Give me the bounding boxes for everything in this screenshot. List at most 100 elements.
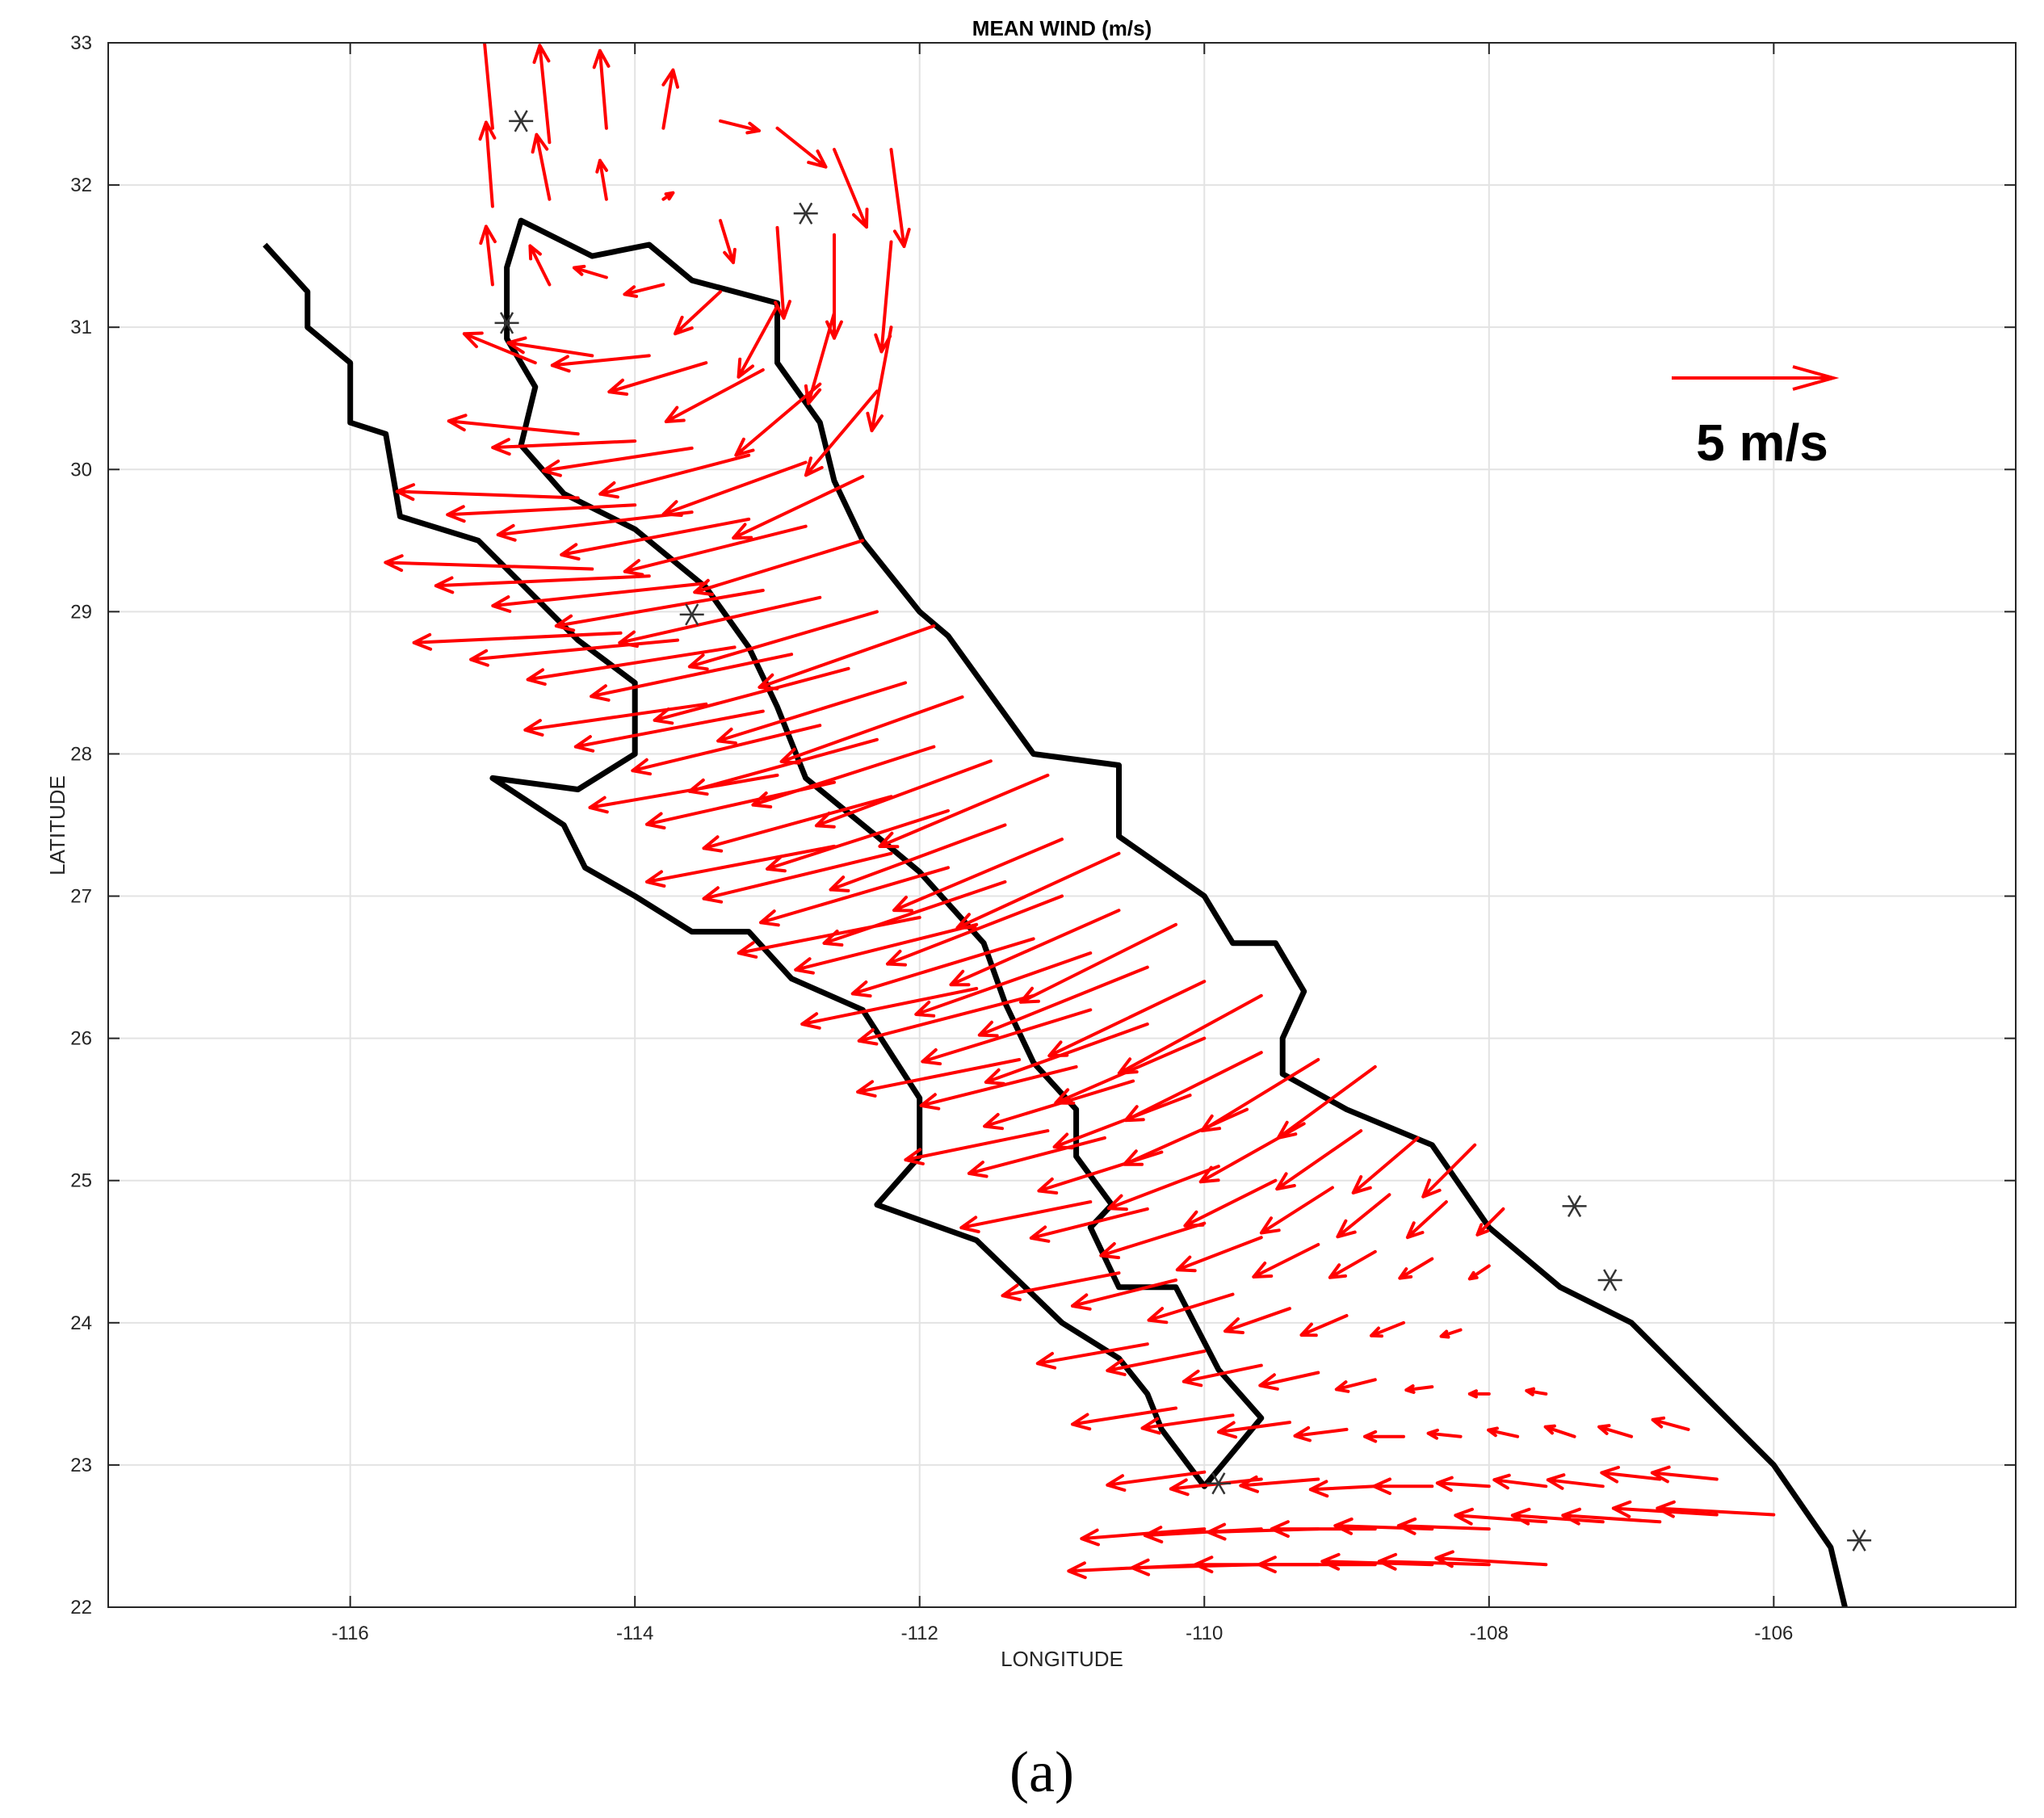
wind-vector — [1035, 1342, 1149, 1370]
station-marker-stroke — [499, 312, 514, 334]
wind-vector — [384, 554, 594, 573]
x-axis-label: LONGITUDE — [1001, 1647, 1123, 1671]
wind-vector — [1071, 1278, 1177, 1311]
y-tick-labels: 22 23 24 25 26 27 28 29 30 31 32 33 — [70, 32, 92, 1619]
station-marker-stroke — [1567, 1195, 1582, 1218]
wind-vector — [572, 264, 608, 279]
wind-vector — [921, 1008, 1093, 1066]
scale-arrow — [1672, 365, 1840, 391]
wind-vector — [1252, 1243, 1320, 1278]
wind-vector — [1257, 1556, 1377, 1574]
wind-vector — [395, 483, 580, 502]
wind-vector — [1651, 1416, 1690, 1431]
wind-vector — [1398, 1257, 1434, 1280]
wind-vector — [1029, 1207, 1149, 1243]
x-tick-labels: -116 -114 -112 -110 -108 -106 — [332, 1623, 1794, 1644]
wind-vector — [1439, 1328, 1463, 1339]
chart-title: MEAN WIND (m/s) — [972, 16, 1152, 40]
wind-vector — [800, 987, 979, 1030]
wind-vector — [1421, 1143, 1477, 1199]
wind-vector — [1106, 1165, 1220, 1211]
wind-vector — [1308, 1480, 1377, 1498]
wind-vector — [523, 702, 708, 737]
wind-vector — [1510, 1507, 1605, 1526]
station-marker — [1597, 1269, 1622, 1291]
wind-vector — [702, 851, 893, 904]
wind-vector — [734, 382, 822, 457]
wind-vector — [1475, 1207, 1505, 1236]
wind-vector — [775, 126, 828, 169]
wind-vector — [1597, 1424, 1634, 1438]
wind-vector — [1117, 993, 1263, 1075]
wind-vector — [984, 1022, 1149, 1085]
y-tick-label: 31 — [70, 317, 92, 338]
x-tick-label: -106 — [1754, 1623, 1793, 1644]
wind-vector — [1080, 1527, 1207, 1547]
wind-vector — [674, 290, 722, 336]
x-tick-label: -108 — [1470, 1623, 1509, 1644]
wind-vector — [1426, 1428, 1463, 1440]
station-marker-stroke — [685, 603, 699, 626]
station-marker-stroke — [1603, 1269, 1618, 1291]
station-marker-stroke — [1211, 1472, 1226, 1495]
wind-vector — [526, 645, 737, 686]
wind-vector — [1270, 1520, 1377, 1539]
y-tick-label: 32 — [70, 174, 92, 196]
wind-vector — [590, 653, 794, 702]
wind-vector — [1275, 1129, 1363, 1191]
wind-vector — [573, 709, 765, 753]
wind-vector — [857, 993, 1035, 1046]
station-marker — [1206, 1472, 1231, 1495]
plot-frame — [107, 42, 2017, 1608]
wind-vector — [1370, 1320, 1405, 1338]
station-marker-stroke — [799, 202, 813, 225]
wind-vector — [532, 44, 552, 145]
x-tick-label: -112 — [901, 1623, 938, 1644]
wind-vector — [1259, 1186, 1334, 1235]
coastline — [262, 217, 1848, 1607]
wind-vector — [949, 909, 1121, 987]
wind-vector — [1405, 1200, 1448, 1240]
wind-vector — [833, 148, 869, 229]
wind-vector — [1561, 1507, 1662, 1526]
wind-vector — [1299, 1314, 1349, 1337]
wind-vector — [1223, 1307, 1291, 1334]
wind-vector — [645, 780, 836, 829]
wind-vector — [732, 475, 865, 540]
wind-vector — [1001, 1271, 1121, 1302]
wind-vector — [479, 225, 497, 287]
plot-area — [108, 43, 2016, 1607]
wind-vector — [814, 759, 993, 829]
y-tick-label: 33 — [70, 32, 92, 54]
wind-vector — [766, 808, 950, 873]
y-tick-label: 28 — [70, 743, 92, 765]
wind-vector — [607, 361, 708, 396]
wind-vector — [983, 1079, 1135, 1131]
wind-vector — [653, 666, 850, 725]
wind-vector — [804, 389, 879, 477]
wind-vector — [1037, 1150, 1164, 1195]
wind-vector — [1140, 1413, 1235, 1435]
station-marker — [509, 110, 534, 132]
wind-vector — [1434, 1550, 1548, 1568]
wind-vector — [1106, 1470, 1207, 1492]
wind-vector — [1404, 1384, 1434, 1394]
x-tick-label: -116 — [332, 1623, 369, 1644]
wind-vector — [623, 283, 665, 298]
wind-vector — [478, 120, 497, 208]
wind-vector — [1372, 1477, 1434, 1496]
wind-vector — [462, 331, 537, 365]
wind-vector — [664, 368, 765, 423]
wind-vector — [1333, 1517, 1434, 1535]
y-tick-label: 24 — [70, 1312, 92, 1334]
wind-vector — [1258, 1371, 1320, 1391]
wind-vector — [719, 219, 737, 265]
wind-vector — [645, 844, 836, 888]
wind-vector — [1019, 922, 1177, 1004]
wind-vector — [878, 773, 1050, 849]
wind-vector — [491, 582, 708, 613]
station-marker-layer — [494, 110, 1872, 1551]
wind-vector — [588, 773, 779, 814]
wind-vector — [1656, 1500, 1776, 1518]
